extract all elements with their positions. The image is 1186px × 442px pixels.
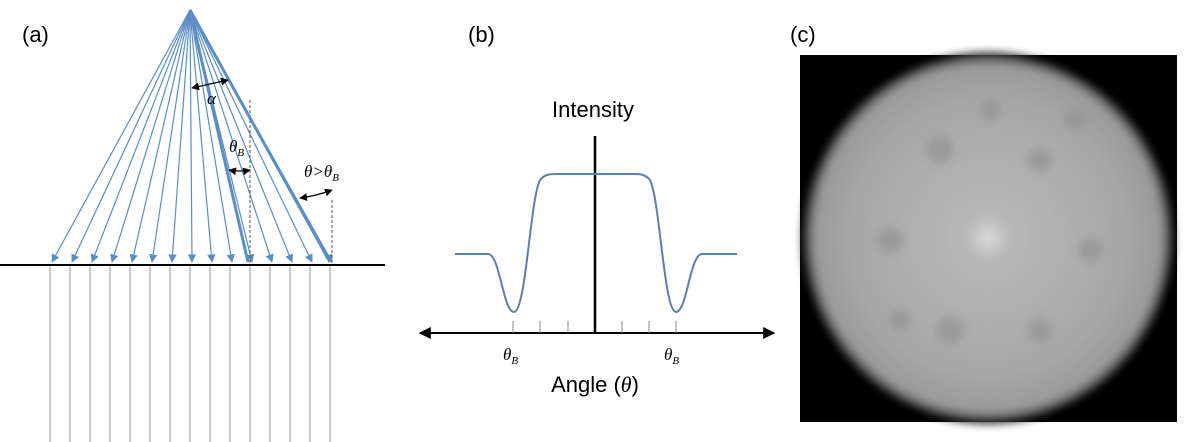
panel-a: (a) α θB θ>θB bbox=[0, 9, 385, 442]
ray bbox=[71, 9, 191, 263]
panel-label: (b) bbox=[468, 22, 495, 47]
angle-arc bbox=[228, 167, 251, 176]
subscript: B bbox=[332, 172, 339, 184]
ray bbox=[189, 9, 274, 263]
diffraction-disk bbox=[802, 52, 1174, 424]
ray bbox=[189, 9, 294, 263]
y-axis-label: Intensity bbox=[552, 97, 634, 122]
panel-label: (a) bbox=[22, 22, 49, 47]
texture bbox=[877, 100, 1102, 344]
ray bbox=[148, 9, 191, 263]
x-axis-label: Angle (θ) bbox=[551, 372, 639, 397]
alpha-label: α bbox=[207, 89, 217, 108]
ray bbox=[110, 9, 191, 263]
intensity-curve bbox=[455, 173, 737, 314]
ray bbox=[129, 9, 191, 263]
ray bbox=[189, 9, 313, 263]
subscript: B bbox=[237, 147, 244, 159]
bragg-ray bbox=[188, 9, 250, 263]
symbol: θ bbox=[229, 137, 237, 156]
ray bbox=[189, 9, 235, 263]
angle-arc bbox=[191, 77, 229, 91]
tick-label: θB bbox=[503, 345, 518, 367]
symbol: θ bbox=[621, 372, 632, 397]
text: ) bbox=[632, 372, 639, 397]
symbol: θ bbox=[503, 345, 511, 364]
ray bbox=[188, 9, 332, 263]
ray bbox=[168, 9, 191, 263]
theta-gt-label: θ>θB bbox=[304, 162, 339, 184]
angle-arc bbox=[299, 188, 333, 201]
symbol: θ bbox=[664, 345, 672, 364]
theta-b-label: θB bbox=[229, 137, 244, 159]
subscript: B bbox=[672, 355, 679, 367]
ticks bbox=[512, 321, 677, 333]
panel-b: (b) Intensity θB θB Angle (θ) bbox=[418, 22, 776, 397]
panel-label: (c) bbox=[790, 22, 816, 47]
symbol: θ>θ bbox=[304, 162, 332, 181]
ray bbox=[51, 9, 191, 263]
ray bbox=[90, 9, 191, 263]
ray bbox=[187, 9, 197, 263]
ray bbox=[189, 9, 216, 263]
text: Angle ( bbox=[551, 372, 621, 397]
subscript: B bbox=[511, 355, 518, 367]
panel-c: (c) bbox=[790, 22, 1177, 424]
tick-label: θB bbox=[664, 345, 679, 367]
